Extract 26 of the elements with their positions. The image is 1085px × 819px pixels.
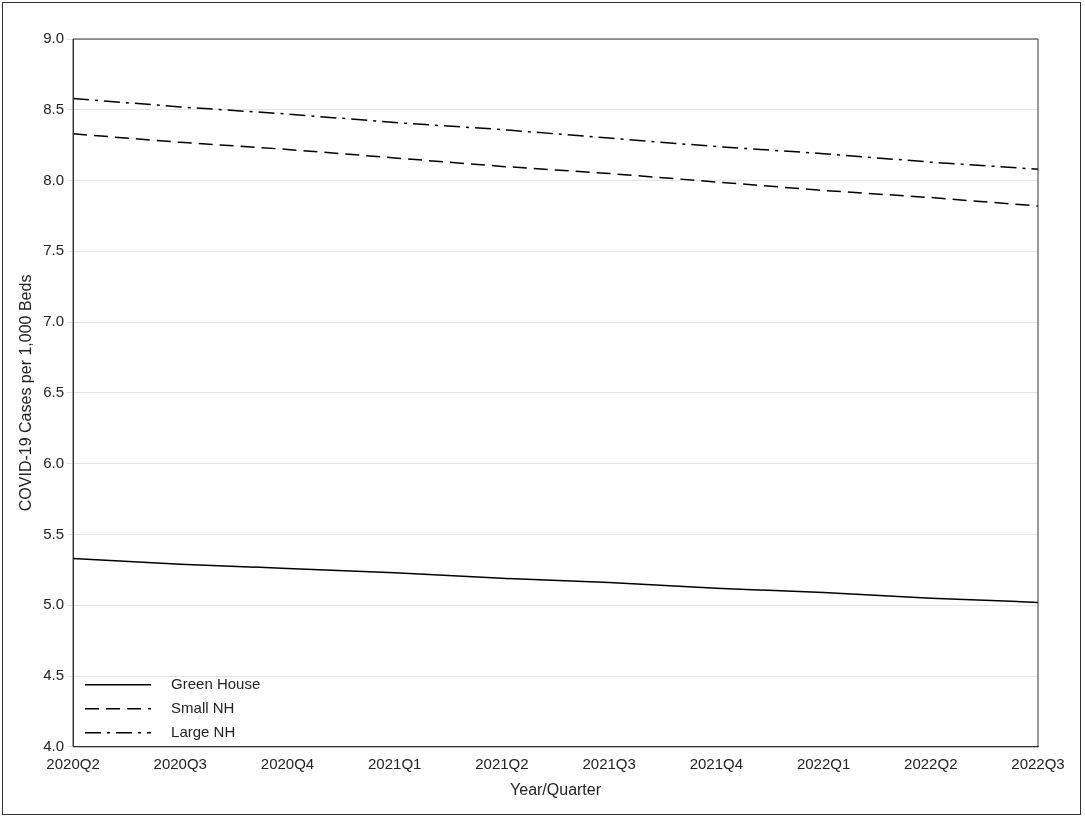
y-tick-label: 8.5 xyxy=(43,99,65,117)
legend-label: Small NH xyxy=(171,698,235,716)
y-tick-label: 9.0 xyxy=(43,29,65,47)
x-tick-label: 2022Q3 xyxy=(1011,754,1065,772)
x-tick-label: 2020Q3 xyxy=(153,754,207,772)
x-tick-label: 2022Q2 xyxy=(904,754,958,772)
x-tick-label: 2021Q2 xyxy=(475,754,529,772)
y-tick-label: 6.5 xyxy=(43,383,65,401)
y-tick-label: 6.0 xyxy=(43,453,65,471)
x-tick-label: 2021Q1 xyxy=(368,754,422,772)
x-tick-label: 2020Q4 xyxy=(260,754,315,772)
y-tick-label: 8.0 xyxy=(43,170,65,188)
x-tick-label: 2022Q1 xyxy=(796,754,851,772)
legend-label: Green House xyxy=(171,674,261,692)
x-tick-label: 2021Q4 xyxy=(689,754,744,772)
x-tick-label: 2020Q2 xyxy=(46,754,100,772)
legend-label: Large NH xyxy=(171,722,236,740)
x-axis-title: Year/Quarter xyxy=(510,780,602,798)
y-tick-label: 5.5 xyxy=(43,524,65,542)
y-tick-label: 7.5 xyxy=(43,241,65,259)
x-tick-label: 2021Q3 xyxy=(582,754,636,772)
y-axis-title: COVID-19 Cases per 1,000 Beds xyxy=(17,274,35,512)
y-tick-label: 7.0 xyxy=(43,312,65,330)
y-tick-label: 5.0 xyxy=(43,595,65,613)
y-tick-label: 4.5 xyxy=(43,666,65,684)
y-tick-label: 4.0 xyxy=(43,736,65,754)
